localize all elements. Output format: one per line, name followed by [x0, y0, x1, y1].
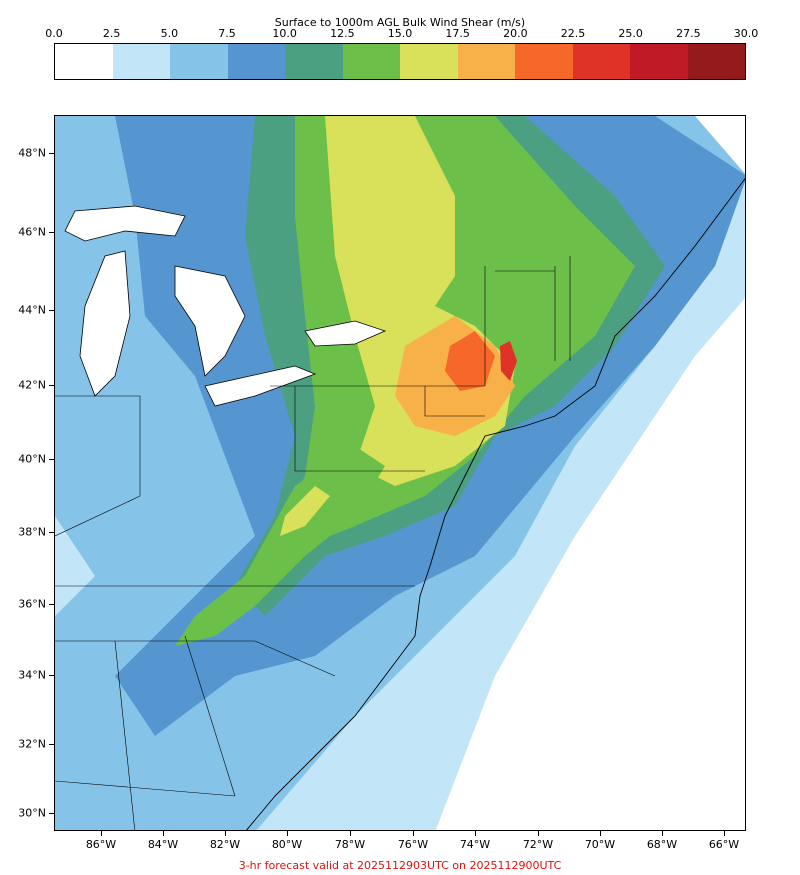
latitude-label: 48°N	[18, 146, 46, 160]
latitude-label: 42°N	[18, 378, 46, 392]
latitude-tick	[49, 604, 54, 605]
colorbar-tick-labels: 0.0 2.5 5.0 7.5 10.0 12.5 15.0 17.5 20.0 22.5 25.0…	[0, 27, 800, 41]
latitude-tick	[49, 675, 54, 676]
latitude-label: 40°N	[18, 452, 46, 466]
latitude-label: 44°N	[18, 303, 46, 317]
colorbar-swatch	[572, 44, 630, 79]
colorbar-tick-label: 0.0	[45, 27, 63, 40]
lake-ontario	[304, 320, 387, 347]
longitude-tick	[101, 831, 102, 836]
colorbar	[54, 43, 746, 80]
latitude-label: 30°N	[18, 806, 46, 820]
longitude-label: 74°W	[459, 838, 491, 851]
shear-field-red	[500, 341, 517, 381]
shear-field-appalachian-green	[175, 446, 385, 646]
longitude-tick	[287, 831, 288, 836]
colorbar-tick-label: 5.0	[160, 27, 179, 40]
lake-erie	[204, 365, 317, 407]
lake-michigan	[79, 250, 131, 397]
lake-superior	[64, 205, 186, 242]
colorbar-swatch	[400, 44, 458, 79]
longitude-label: 82°W	[209, 838, 241, 851]
latitude-tick	[49, 385, 54, 386]
shear-field-appalachian-yellow	[280, 486, 330, 536]
longitude-label: 86°W	[85, 838, 117, 851]
colorbar-swatch	[342, 44, 400, 79]
longitude-tick	[600, 831, 601, 836]
colorbar-title: Surface to 1000m AGL Bulk Wind Shear (m/…	[274, 16, 526, 29]
lake-huron	[174, 265, 246, 377]
state-borders	[55, 256, 571, 830]
longitude-label: 78°W	[334, 838, 366, 851]
longitude-label: 76°W	[397, 838, 429, 851]
forecast-valid-time: 3-hr forecast valid at 2025112903UTC on …	[238, 859, 562, 872]
longitude-tick	[163, 831, 164, 836]
colorbar-tick-label: 2.5	[102, 27, 121, 40]
colorbar-tick-label: 15.0	[387, 27, 413, 40]
latitude-tick	[49, 813, 54, 814]
colorbar-swatch	[170, 44, 228, 79]
colorbar-tick-label: 22.5	[560, 27, 586, 40]
latitude-tick	[49, 532, 54, 533]
colorbar-tick-label: 17.5	[445, 27, 470, 40]
longitude-tick	[225, 831, 226, 836]
latitude-tick	[49, 310, 54, 311]
colorbar-tick-label: 10.0	[272, 27, 297, 40]
latitude-label: 32°N	[18, 737, 46, 751]
longitude-tick	[538, 831, 539, 836]
longitude-tick	[724, 831, 725, 836]
latitude-label: 38°N	[18, 525, 46, 539]
coastline	[246, 177, 745, 830]
longitude-tick	[350, 831, 351, 836]
colorbar-swatch	[112, 44, 170, 79]
latitude-label: 34°N	[18, 668, 46, 682]
wind-shear-map	[55, 116, 745, 830]
colorbar-swatch	[630, 44, 688, 79]
longitude-label: 68°W	[646, 838, 678, 851]
latitude-label: 46°N	[18, 225, 46, 239]
longitude-tick	[475, 831, 476, 836]
colorbar-swatch	[515, 44, 573, 79]
colorbar-tick-label: 30.0	[733, 27, 759, 40]
colorbar-tick-label: 20.0	[503, 27, 528, 40]
colorbar-tick-label: 12.5	[330, 27, 355, 40]
colorbar-tick-label: 27.5	[676, 27, 701, 40]
longitude-label: 72°W	[522, 838, 554, 851]
map-panel	[54, 115, 746, 831]
colorbar-swatch	[227, 44, 285, 79]
longitude-tick	[662, 831, 663, 836]
longitude-tick	[413, 831, 414, 836]
latitude-tick	[49, 232, 54, 233]
colorbar-swatch	[457, 44, 515, 79]
latitude-tick	[49, 153, 54, 154]
colorbar-tick-label: 25.0	[618, 27, 643, 40]
latitude-tick	[49, 744, 54, 745]
longitude-label: 84°W	[147, 838, 179, 851]
colorbar-tick-label: 7.5	[218, 27, 236, 40]
longitude-label: 66°W	[708, 838, 740, 851]
shear-field-red-orange	[445, 331, 495, 391]
latitude-label: 36°N	[18, 597, 46, 611]
latitude-tick	[49, 459, 54, 460]
longitude-label: 80°W	[271, 838, 303, 851]
colorbar-swatch	[285, 44, 343, 79]
colorbar-swatch	[55, 44, 113, 79]
colorbar-swatch	[687, 44, 745, 79]
longitude-label: 70°W	[584, 838, 616, 851]
